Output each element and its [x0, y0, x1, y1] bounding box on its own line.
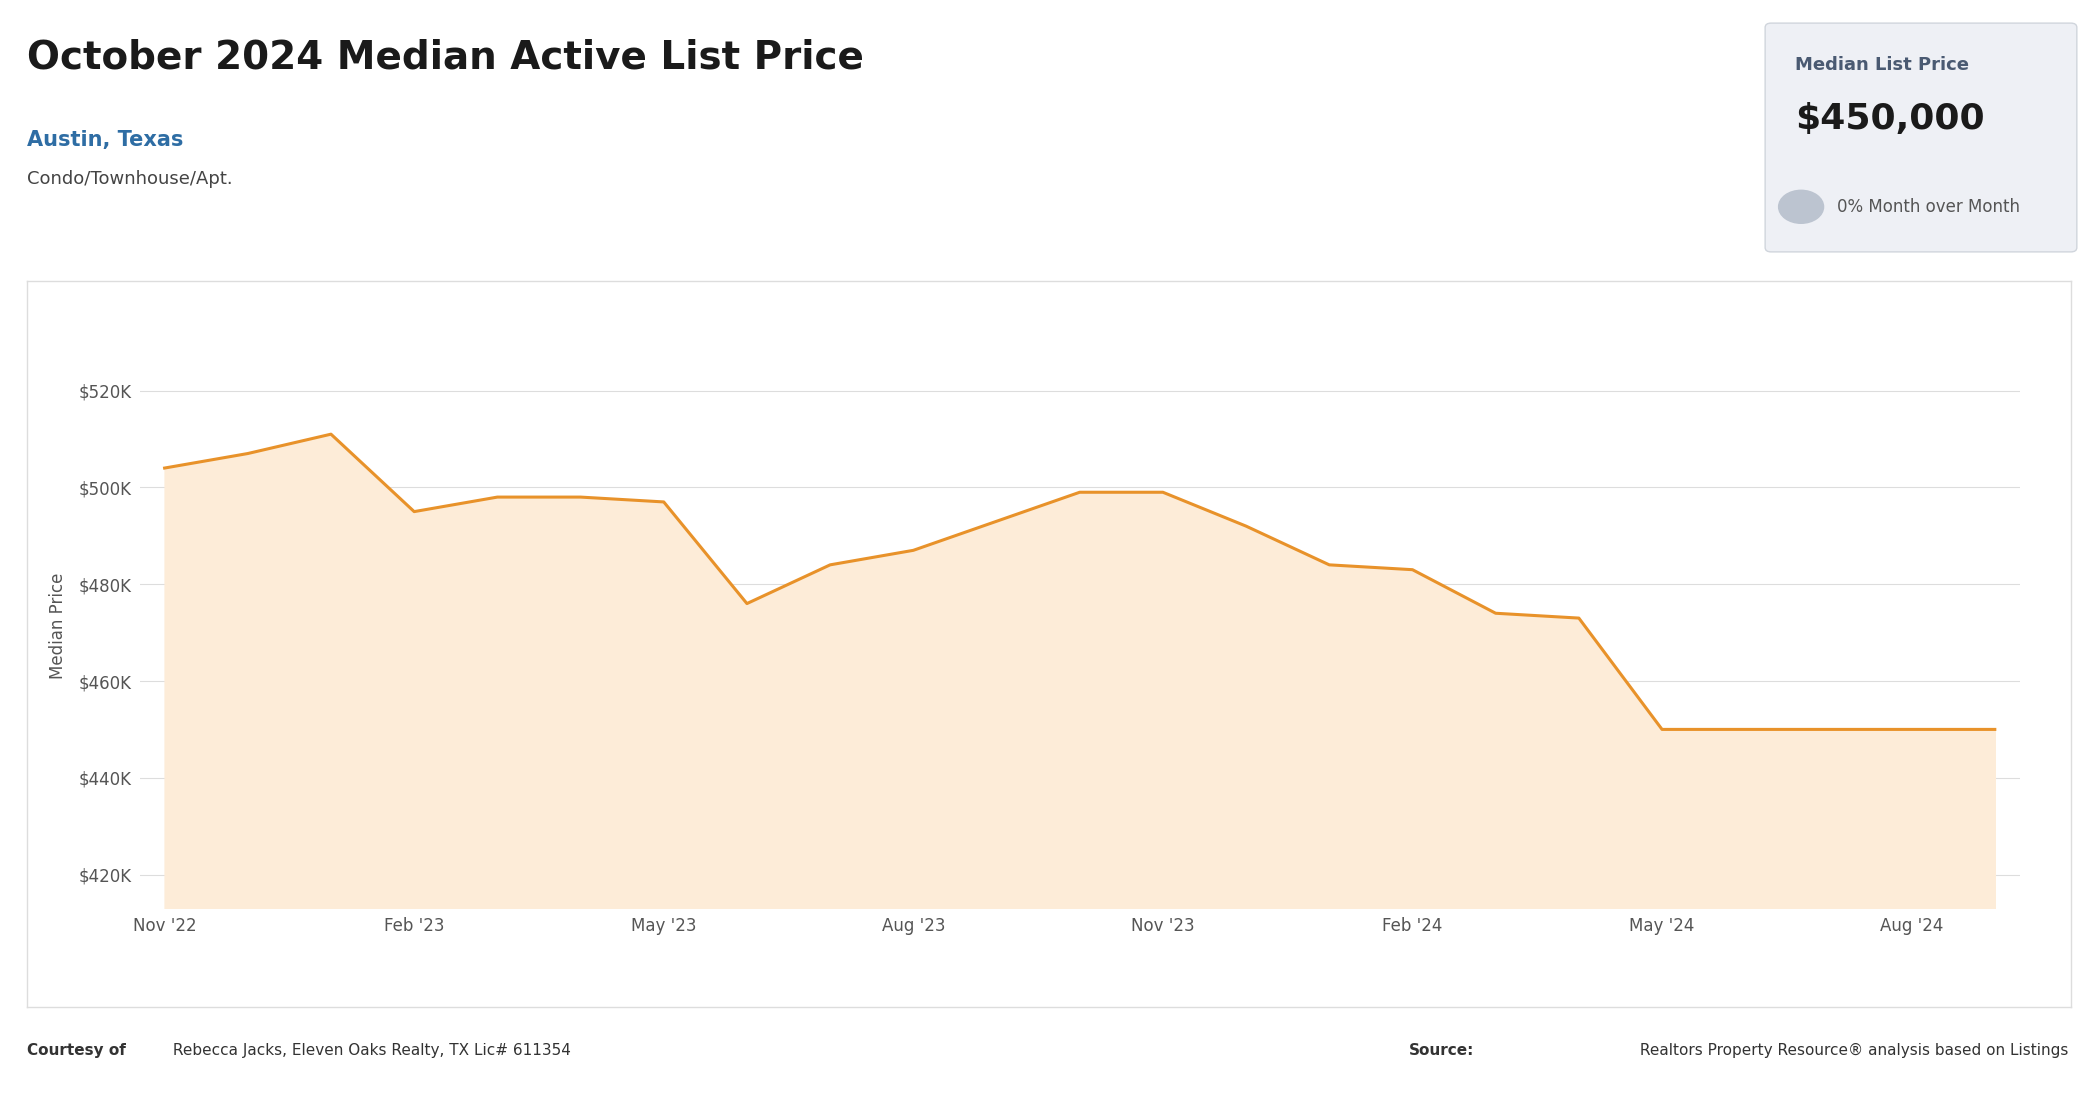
Circle shape [1780, 190, 1824, 223]
Text: Realtors Property Resource® analysis based on Listings: Realtors Property Resource® analysis bas… [1635, 1043, 2069, 1058]
Text: 0% Month over Month: 0% Month over Month [1836, 198, 2021, 216]
Text: Median List Price: Median List Price [1794, 56, 1968, 74]
Text: Condo/Townhouse/Apt.: Condo/Townhouse/Apt. [27, 170, 233, 188]
Text: Courtesy of: Courtesy of [27, 1043, 126, 1058]
Text: Rebecca Jacks, Eleven Oaks Realty, TX Lic# 611354: Rebecca Jacks, Eleven Oaks Realty, TX Li… [168, 1043, 570, 1058]
Text: Austin, Texas: Austin, Texas [27, 130, 184, 150]
Text: October 2024 Median Active List Price: October 2024 Median Active List Price [27, 39, 864, 77]
Text: Source:: Source: [1409, 1043, 1473, 1058]
FancyBboxPatch shape [1765, 23, 2077, 252]
Text: $450,000: $450,000 [1794, 102, 1985, 136]
Y-axis label: Median Price: Median Price [48, 572, 67, 679]
